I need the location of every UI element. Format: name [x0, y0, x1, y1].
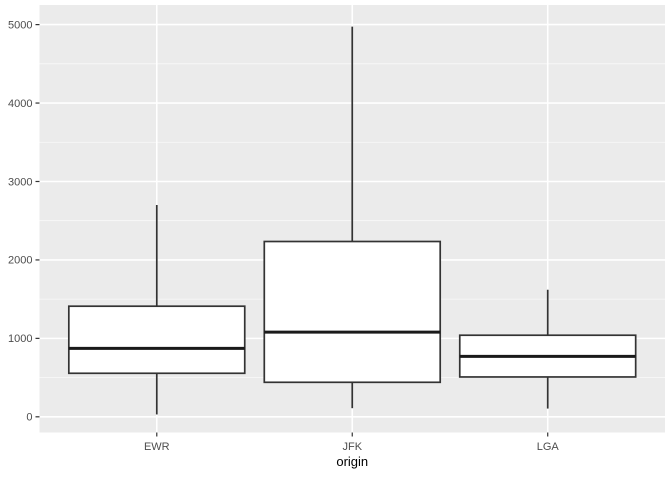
- boxplot-EWR: [67, 205, 246, 415]
- iqr-box: [263, 240, 442, 384]
- y-axis-tick-label: 2000: [8, 255, 32, 267]
- y-axis-tick-label: 1000: [8, 333, 32, 345]
- x-axis-tick-label: LGA: [537, 441, 560, 453]
- boxplot-LGA: [458, 289, 637, 409]
- y-axis-tick-label: 5000: [8, 19, 32, 31]
- x-axis-tick-label: EWR: [144, 441, 170, 453]
- iqr-box: [67, 305, 246, 375]
- boxplot-JFK: [263, 26, 442, 409]
- x-axis-tick-label: JFK: [342, 441, 362, 453]
- y-axis-tick-label: 3000: [8, 176, 32, 188]
- y-axis-tick-label: 0: [26, 412, 32, 424]
- x-axis-title: origin: [336, 454, 368, 469]
- y-axis-tick-label: 4000: [8, 98, 32, 110]
